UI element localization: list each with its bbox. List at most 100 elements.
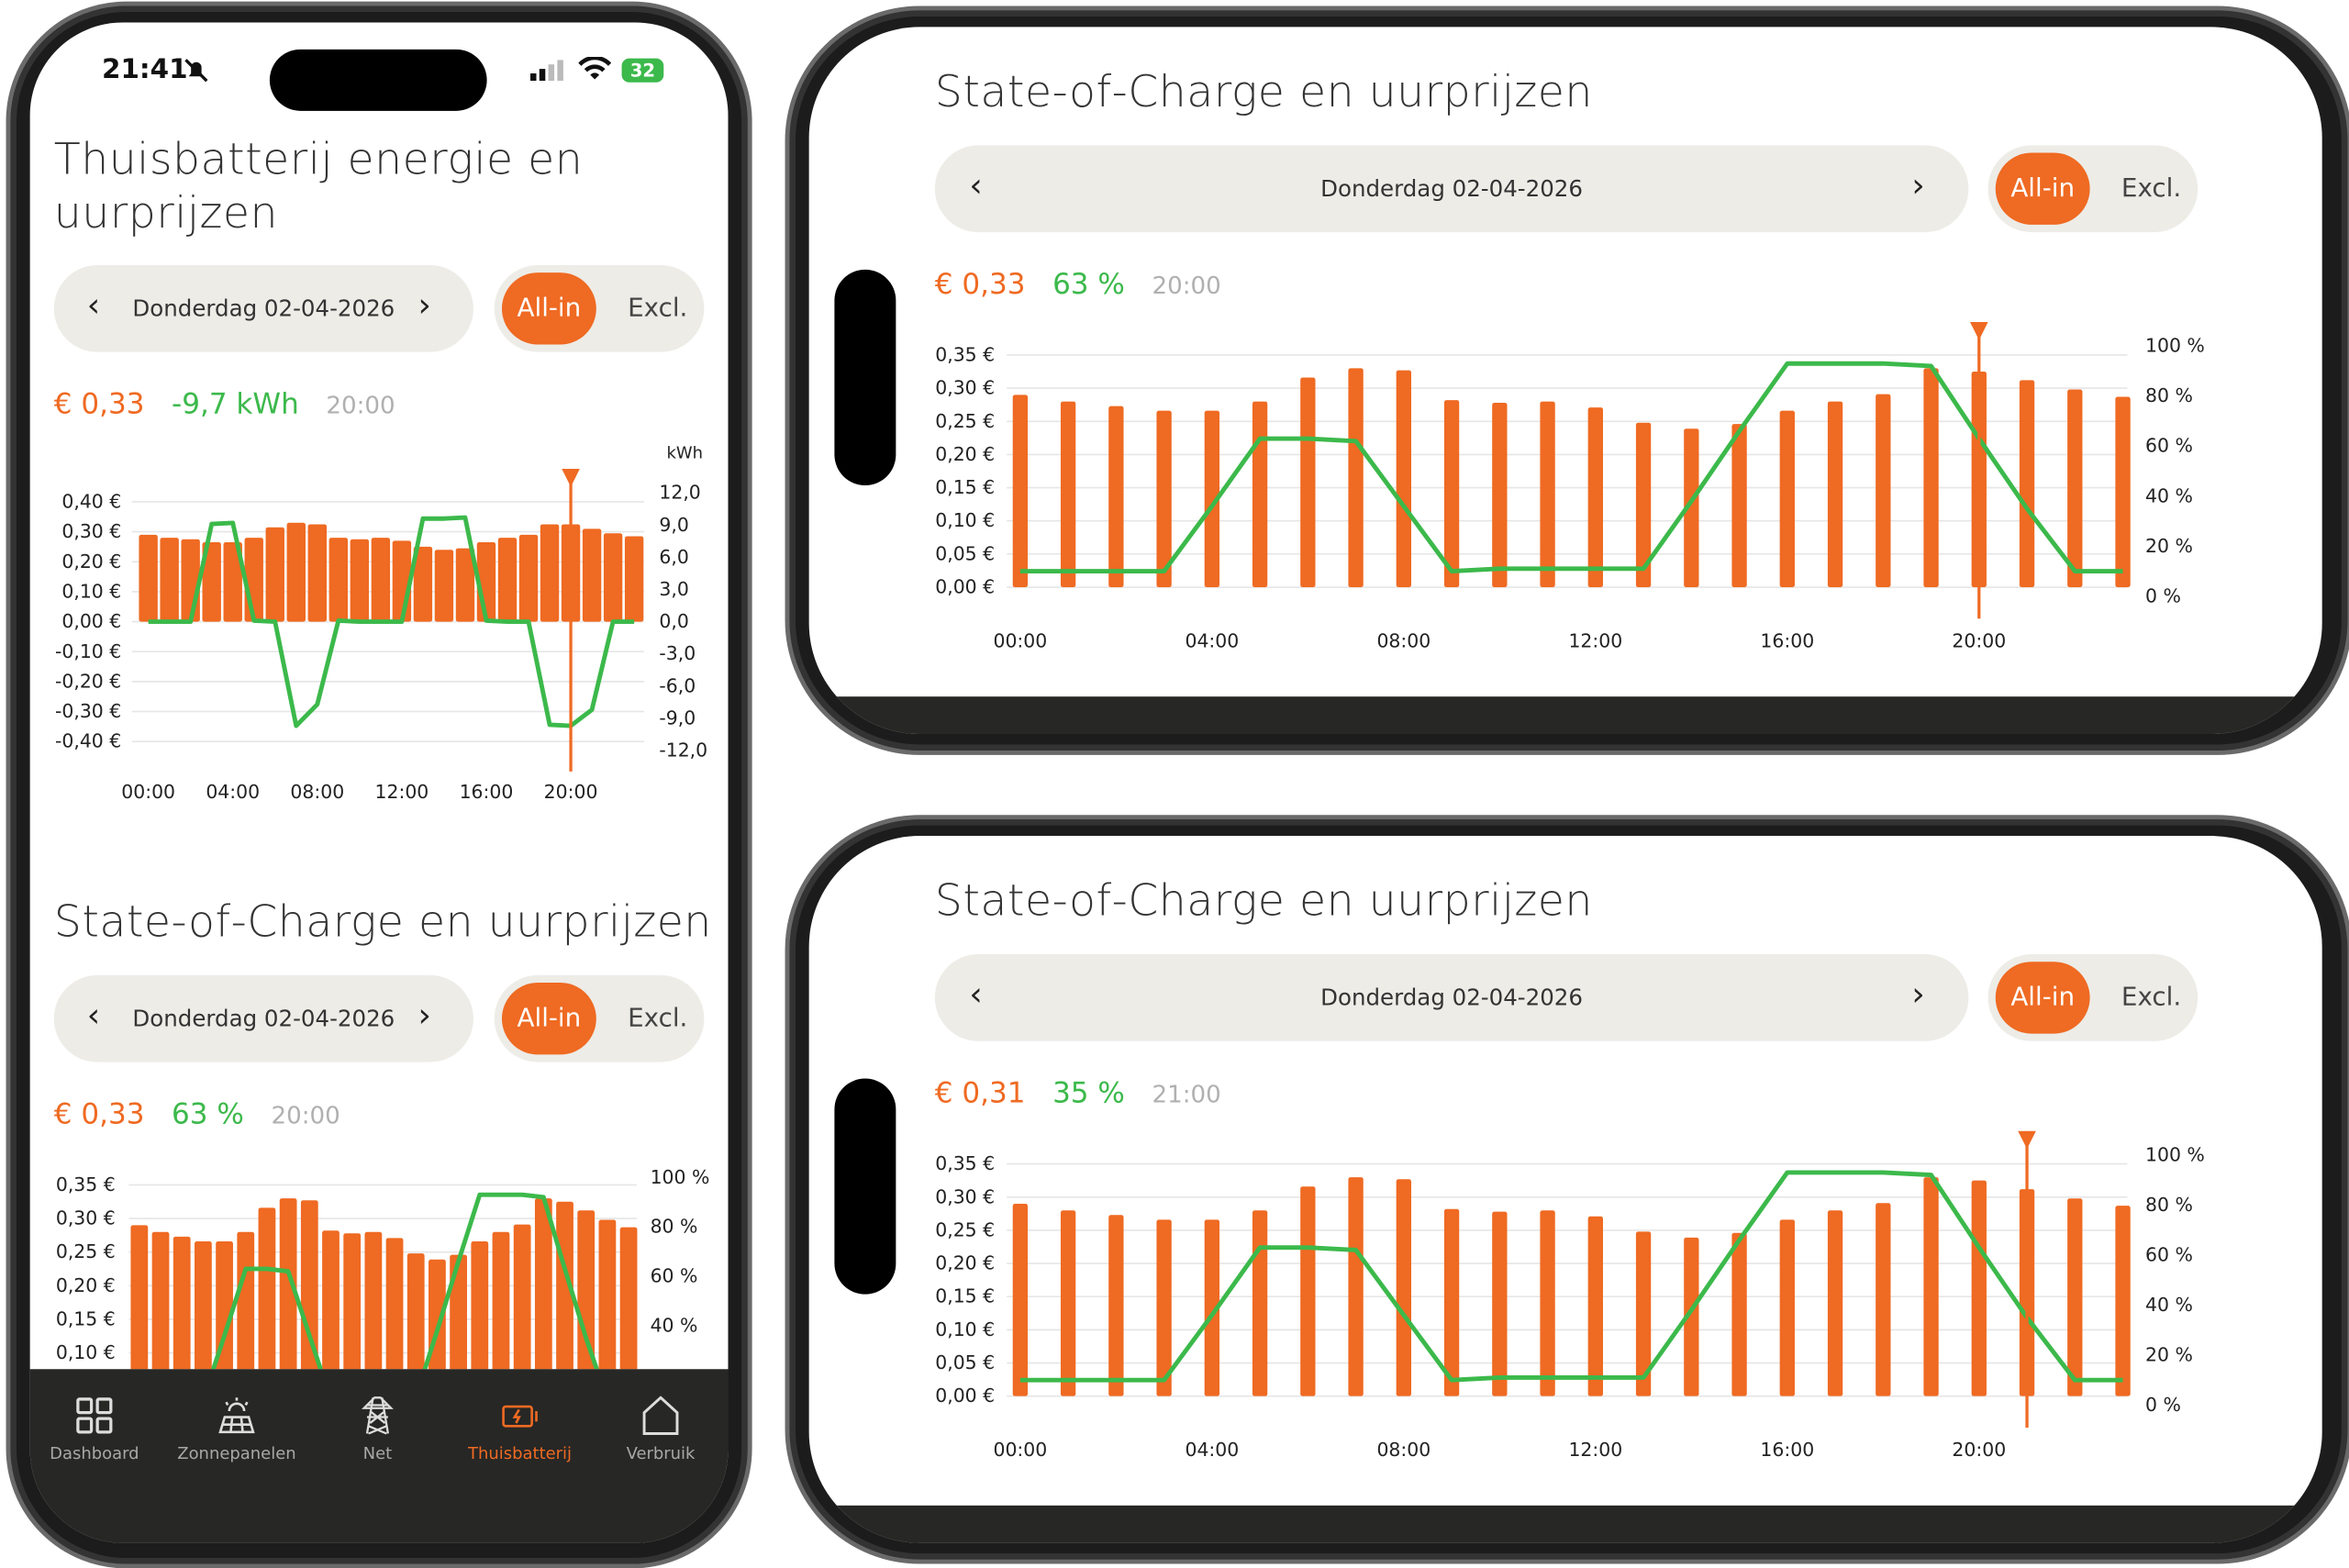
price-bar — [540, 524, 560, 622]
y2-tick-label: -3,0 — [659, 642, 696, 664]
tab-verbruik[interactable]: Verbruik — [594, 1396, 729, 1463]
next-day-button[interactable]: › — [417, 287, 431, 326]
tab-net[interactable]: Net — [310, 1396, 445, 1463]
price-bar — [2067, 389, 2083, 588]
price-bar — [202, 542, 221, 622]
price-bar — [1492, 403, 1508, 588]
x-tick-label: 00:00 — [993, 1439, 1047, 1461]
x-tick-label: 12:00 — [1568, 629, 1622, 651]
y2-tick-label: 80 % — [651, 1216, 698, 1238]
price-bar — [1396, 370, 1412, 588]
y2-tick-label: 20 % — [2145, 1343, 2193, 1365]
y2-tick-label: -9,0 — [659, 706, 696, 728]
tab-zonnepanelen[interactable]: Zonnepanelen — [169, 1396, 304, 1463]
status-time: 21:41 — [102, 53, 188, 86]
x-tick-label: 12:00 — [375, 781, 429, 803]
price-bar — [1684, 1237, 1699, 1396]
y-tick-label: 0,35 € — [935, 1152, 995, 1174]
price-bar — [1731, 424, 1747, 588]
price-bar — [286, 522, 306, 622]
price-bar — [1827, 1210, 1843, 1396]
price-bar — [216, 1240, 233, 1370]
next-day-button[interactable]: › — [1911, 976, 1925, 1015]
price-bar — [1635, 1231, 1652, 1396]
next-day-button[interactable]: › — [417, 997, 431, 1036]
y-tick-label: 0,05 € — [935, 542, 995, 564]
y2-tick-label: 0,0 — [659, 610, 688, 632]
toggle-excl[interactable]: Excl. — [2121, 983, 2182, 1013]
toggle-excl[interactable]: Excl. — [628, 294, 688, 324]
toggle-allin[interactable]: All-in — [501, 272, 596, 345]
toggle-excl[interactable]: Excl. — [2121, 173, 2182, 205]
toggle-allin[interactable]: All-in — [501, 983, 596, 1055]
section-title-soc: State-of-Charge en uurprijzen — [934, 874, 1593, 927]
soc-price-chart[interactable]: 0,35 € 0,30 € 0,25 € 0,20 € 0,15 € 0,10 € 0,05… — [899, 307, 2247, 667]
price-bar — [1587, 407, 1603, 588]
y2-tick-label: 9,0 — [659, 514, 688, 536]
price-bar — [1779, 1219, 1795, 1396]
price-bar — [237, 1231, 255, 1370]
y-tick-label: 0,35 € — [56, 1173, 116, 1195]
date-selector — [934, 954, 1969, 1041]
soc-price-chart[interactable]: 0,35 € 0,30 € 0,25 € 0,20 € 0,15 € 0,10 € 0,05… — [899, 1116, 2247, 1475]
readout-price: € 0,33 — [934, 268, 1026, 302]
tab-label: Verbruik — [626, 1443, 696, 1464]
readout-soc: 63 % — [172, 1097, 244, 1131]
y-tick-label: 0,00 € — [61, 610, 121, 632]
price-bar — [534, 1198, 552, 1370]
price-bar — [450, 1254, 467, 1370]
soc-line — [1019, 361, 2123, 573]
y2-tick-label: 0 % — [2145, 1394, 2181, 1416]
selection-marker-triangle — [1970, 322, 1988, 340]
tab-label: Net — [362, 1443, 393, 1464]
price-bar — [1876, 394, 1891, 588]
price-bar — [279, 1198, 297, 1370]
price-bar — [1204, 410, 1220, 588]
y2-tick-label: -12,0 — [659, 740, 707, 762]
price-bar — [223, 542, 242, 622]
prev-day-button[interactable]: ‹ — [86, 997, 101, 1036]
next-day-button[interactable]: › — [1911, 167, 1925, 206]
price-bar — [598, 1219, 617, 1370]
price-bar — [1348, 1177, 1364, 1396]
y2-tick-label: 100 % — [2145, 1143, 2205, 1165]
toggle-excl[interactable]: Excl. — [628, 1003, 688, 1034]
price-bar — [265, 527, 284, 622]
prev-day-button[interactable]: ‹ — [969, 167, 983, 206]
y2-tick-label: 80 % — [2145, 1194, 2193, 1216]
price-bar — [1684, 428, 1699, 588]
price-bar — [492, 1231, 510, 1370]
price-bar — [1348, 368, 1364, 588]
y-tick-label: 0,00 € — [935, 1385, 995, 1407]
toggle-allin[interactable]: All-in — [1995, 152, 2090, 225]
y2-tick-label: 40 % — [651, 1314, 698, 1336]
date-label: Donderdag 02-04-2026 — [132, 295, 395, 323]
section-title-soc: State-of-Charge en uurprijzen — [934, 65, 1593, 117]
price-bar — [406, 1253, 425, 1370]
power-tower-icon — [361, 1396, 394, 1435]
date-selector — [53, 264, 473, 352]
price-bar — [160, 538, 179, 622]
x-tick-label: 12:00 — [1568, 1439, 1622, 1461]
tab-dashboard[interactable]: Dashboard — [27, 1396, 161, 1463]
energy-price-chart[interactable]: 0,40 € 0,30 € 0,20 € 0,10 € 0,00 € -0,10 € -0,… — [30, 434, 729, 824]
tab-thuisbatterij[interactable]: Thuisbatterij — [452, 1396, 587, 1463]
price-bar — [1204, 1219, 1220, 1396]
price-bar — [385, 1238, 404, 1370]
prev-day-button[interactable]: ‹ — [969, 976, 983, 1015]
y-tick-label: 0,15 € — [935, 1285, 995, 1307]
toggle-allin[interactable]: All-in — [1995, 962, 2090, 1034]
x-tick-label: 00:00 — [993, 629, 1047, 651]
soc-price-chart[interactable]: 0,35 € 0,30 € 0,25 € 0,20 € 0,15 € 0,10 € 100 … — [30, 1153, 729, 1370]
date-label: Donderdag 02-04-2026 — [1320, 984, 1583, 1012]
price-bar — [1252, 401, 1268, 588]
y2-tick-label: 60 % — [2145, 435, 2193, 457]
y-tick-label: 0,10 € — [935, 1318, 995, 1340]
price-bar — [307, 524, 328, 622]
price-bar — [1108, 1215, 1124, 1396]
x-tick-label: 16:00 — [1760, 629, 1814, 651]
price-bar — [1540, 401, 1555, 588]
price-bar — [513, 1224, 531, 1370]
prev-day-button[interactable]: ‹ — [86, 287, 101, 326]
price-bar — [582, 528, 602, 622]
